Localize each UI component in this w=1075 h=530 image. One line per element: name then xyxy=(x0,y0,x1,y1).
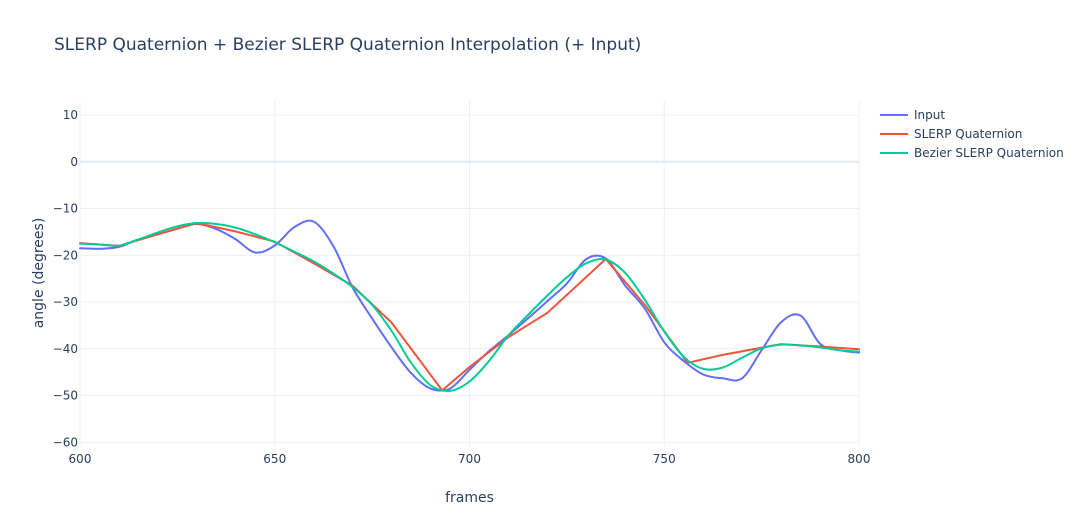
x-axis: 600 650 700 750 800 xyxy=(69,452,871,466)
x-tick-label: 800 xyxy=(848,452,871,466)
chart-title: SLERP Quaternion + Bezier SLERP Quaterni… xyxy=(54,35,641,55)
x-tick-label: 750 xyxy=(653,452,676,466)
legend: Input SLERP Quaternion Bezier SLERP Quater… xyxy=(880,108,1064,160)
legend-item-slerp-quaternion[interactable]: SLERP Quaternion xyxy=(880,127,1022,141)
legend-item-input[interactable]: Input xyxy=(880,108,945,122)
legend-label: Bezier SLERP Quaternion xyxy=(914,146,1064,160)
legend-label: Input xyxy=(914,108,945,122)
y-tick-label: −50 xyxy=(53,389,78,403)
y-tick-label: −60 xyxy=(53,435,78,449)
y-tick-label: −30 xyxy=(53,295,78,309)
slerp-quaternion-series-line xyxy=(79,222,860,392)
grid xyxy=(79,101,860,447)
x-axis-title: frames xyxy=(445,490,494,506)
plot-area xyxy=(79,219,860,393)
y-axis: 10 0 −10 −20 −30 −40 −50 −60 xyxy=(53,108,78,449)
y-tick-label: 0 xyxy=(70,155,78,169)
bezier-slerp-quaternion-series-line xyxy=(79,221,860,393)
legend-item-bezier-slerp-quaternion[interactable]: Bezier SLERP Quaternion xyxy=(880,146,1064,160)
y-tick-label: 10 xyxy=(63,108,78,122)
x-tick-label: 650 xyxy=(263,452,286,466)
y-tick-label: −40 xyxy=(53,342,78,356)
y-tick-label: −20 xyxy=(53,248,78,262)
legend-label: SLERP Quaternion xyxy=(914,127,1022,141)
x-tick-label: 600 xyxy=(69,452,92,466)
y-axis-title: angle (degrees) xyxy=(31,218,47,329)
y-tick-label: −10 xyxy=(53,202,78,216)
x-tick-label: 700 xyxy=(458,452,481,466)
